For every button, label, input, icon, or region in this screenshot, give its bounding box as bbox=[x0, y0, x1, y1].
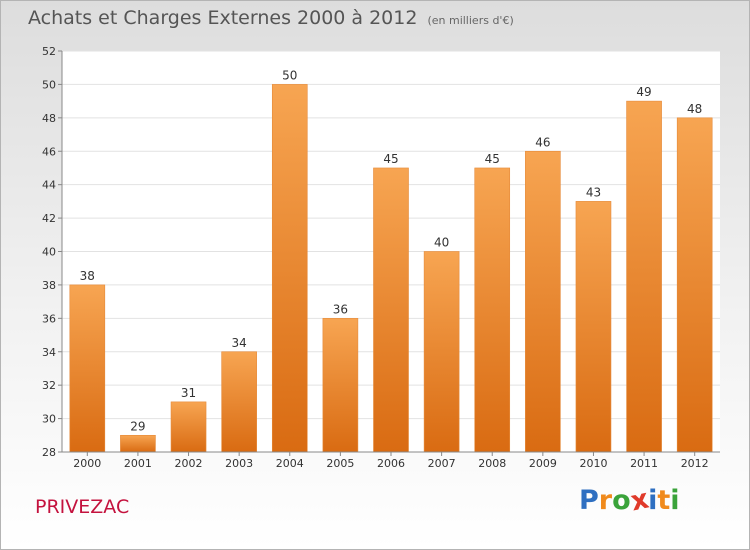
bar bbox=[373, 167, 409, 453]
bar bbox=[575, 201, 612, 453]
data-label: 45 bbox=[485, 152, 500, 166]
y-tick-label: 32 bbox=[42, 379, 56, 392]
x-tick-label: 2007 bbox=[428, 457, 456, 470]
bar bbox=[69, 284, 106, 453]
bars: 38 29 31 34 50 36 45 40 45 46 43 49 48 bbox=[69, 68, 713, 453]
bar bbox=[626, 100, 662, 453]
y-tick-label: 52 bbox=[42, 45, 56, 58]
data-label: 29 bbox=[130, 419, 145, 433]
data-label: 45 bbox=[383, 152, 398, 166]
y-tick-label: 46 bbox=[42, 145, 56, 158]
data-label: 38 bbox=[80, 269, 95, 283]
x-tick-label: 2003 bbox=[225, 457, 253, 470]
bar bbox=[423, 251, 460, 453]
logo-letter: i bbox=[648, 485, 658, 516]
logo-letter: r bbox=[598, 485, 613, 516]
bar bbox=[322, 318, 359, 453]
chart-title: Achats et Charges Externes 2000 à 2012 (e… bbox=[28, 7, 514, 29]
x-tick-label: 2000 bbox=[73, 457, 101, 470]
bar bbox=[170, 401, 207, 453]
x-tick-label: 2001 bbox=[124, 457, 152, 470]
y-tick-label: 48 bbox=[42, 112, 56, 125]
x-tick-label: 2002 bbox=[175, 457, 203, 470]
town-name: PRIVEZAC bbox=[35, 496, 130, 518]
y-tick-label: 44 bbox=[42, 179, 56, 192]
x-tick-label: 2008 bbox=[478, 457, 506, 470]
chart-subtitle: (en milliers d'€) bbox=[427, 14, 514, 27]
bar bbox=[120, 434, 156, 453]
logo-letter: o bbox=[612, 485, 631, 516]
x-tick-label: 2012 bbox=[681, 457, 709, 470]
data-label: 50 bbox=[282, 68, 297, 82]
y-tick-label: 28 bbox=[42, 446, 56, 459]
logo-letter: t bbox=[657, 485, 671, 516]
data-label: 40 bbox=[434, 236, 449, 250]
data-label: 43 bbox=[586, 185, 601, 199]
y-tick-label: 50 bbox=[42, 78, 56, 91]
bar bbox=[676, 117, 713, 453]
data-label: 31 bbox=[181, 386, 196, 400]
axes: 28 30 32 34 36 38 40 42 44 46 48 50 52 2000 2001 2002 20… bbox=[42, 45, 720, 470]
y-tick-label: 40 bbox=[42, 246, 56, 259]
data-label: 46 bbox=[535, 135, 550, 149]
bar bbox=[474, 167, 511, 453]
y-tick-label: 38 bbox=[42, 279, 56, 292]
logo-letter: P bbox=[579, 485, 599, 516]
x-tick-label: 2010 bbox=[579, 457, 607, 470]
data-label: 34 bbox=[232, 336, 247, 350]
bar bbox=[221, 351, 257, 453]
data-label: 48 bbox=[687, 102, 702, 116]
logo-letter: i bbox=[670, 485, 680, 516]
y-tick-label: 36 bbox=[42, 312, 56, 325]
x-tick-label: 2009 bbox=[529, 457, 557, 470]
data-label: 49 bbox=[636, 85, 651, 99]
y-tick-label: 34 bbox=[42, 346, 56, 359]
data-label: 36 bbox=[333, 302, 348, 316]
x-tick-label: 2004 bbox=[276, 457, 304, 470]
chart-title-text: Achats et Charges Externes 2000 à 2012 bbox=[28, 7, 418, 29]
y-tick-label: 30 bbox=[42, 413, 56, 426]
x-tick-label: 2011 bbox=[630, 457, 658, 470]
bar bbox=[525, 150, 561, 453]
x-tick-label: 2006 bbox=[377, 457, 405, 470]
proxiti-logo: Proxiti bbox=[579, 484, 680, 518]
bar bbox=[271, 84, 308, 453]
y-tick-label: 42 bbox=[42, 212, 56, 225]
x-tick-label: 2005 bbox=[326, 457, 354, 470]
